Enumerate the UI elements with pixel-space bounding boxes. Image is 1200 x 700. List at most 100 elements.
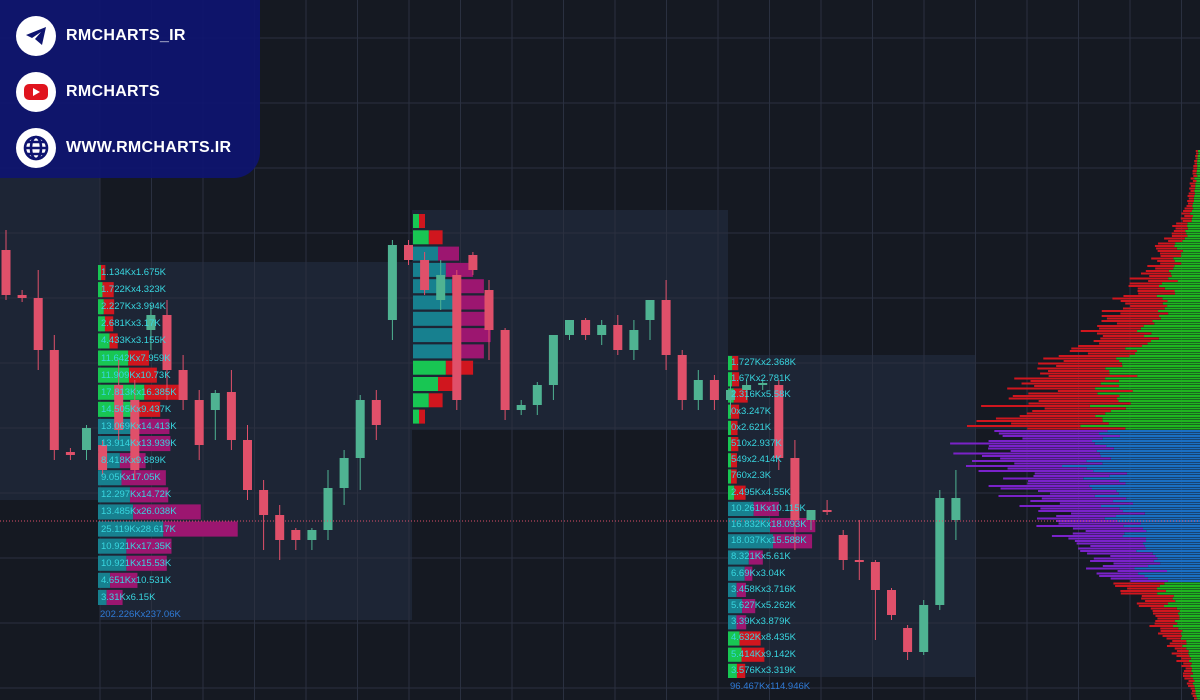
candle-bearish (178, 370, 188, 400)
profile-bar-buy (1193, 677, 1200, 680)
profile-bar-buy (1152, 552, 1200, 555)
footprint-bid-bar (728, 599, 743, 614)
profile-bar-sell (1120, 592, 1158, 595)
profile-bar-sell (1137, 290, 1175, 292)
footprint-ask-bar (753, 501, 779, 516)
profile-bar-buy (1196, 180, 1200, 182)
profile-bar-sell (978, 470, 1094, 472)
profile-bar-sell (1141, 595, 1174, 597)
footprint-bid-bar (98, 265, 101, 281)
website-link[interactable]: WWW.RMCHARTS.IR (16, 128, 231, 168)
profile-bar-sell (1063, 360, 1120, 362)
candle-bullish (516, 405, 526, 410)
footprint-bid-bar (98, 316, 105, 332)
profile-bar-buy (1151, 332, 1200, 335)
profile-bar-buy (1122, 535, 1200, 537)
footprint-bid-bar (98, 555, 127, 571)
profile-bar-sell (1120, 300, 1168, 302)
profile-bar-buy (1167, 305, 1200, 307)
profile-bar-buy (1119, 435, 1200, 437)
footprint-row-label: 2.316Kx5.58K (731, 389, 791, 401)
profile-bar-sell (1173, 230, 1186, 232)
youtube-link[interactable]: RMCHARTS (16, 72, 160, 112)
profile-bar-buy (1186, 640, 1200, 642)
profile-bar-sell (1101, 310, 1159, 312)
footprint-bid-bar (98, 367, 129, 383)
footprint-bid-bar (413, 328, 456, 343)
profile-bar-sell (1057, 390, 1133, 392)
profile-bar-buy (1187, 227, 1200, 230)
profile-bar-buy (1106, 445, 1200, 447)
footprint-row-label: 8.418Kx9.889K (101, 455, 166, 467)
profile-bar-buy (1143, 542, 1200, 545)
footprint-ask-bar (126, 538, 172, 554)
footprint-bid-bar (728, 404, 731, 419)
profile-bar-buy (1196, 162, 1200, 165)
profile-bar-sell (1080, 330, 1138, 332)
profile-bar-sell (1147, 265, 1175, 267)
footprint-row-label: 2.681Kx3.17K (101, 318, 161, 330)
footprint-ask-bar (419, 214, 425, 228)
profile-bar-sell (1080, 550, 1137, 552)
profile-bar-sell (1154, 622, 1178, 625)
profile-bar-sell (1171, 232, 1187, 235)
profile-bar-buy (1197, 155, 1200, 157)
profile-bar-sell (1138, 292, 1176, 295)
footprint-ask-bar (101, 265, 106, 281)
candle-bearish (194, 400, 204, 445)
profile-bar-sell (1183, 662, 1192, 665)
footprint-row-label: 1.134Kx1.675K (101, 267, 166, 278)
profile-bar-buy (1190, 657, 1200, 660)
profile-bar-sell (1176, 650, 1189, 652)
profile-bar-sell (1071, 512, 1145, 515)
profile-bar-sell (995, 417, 1103, 420)
profile-bar-buy (1122, 510, 1200, 512)
profile-bar-buy (1086, 467, 1200, 470)
candle-bearish (887, 590, 896, 615)
profile-bar-buy (1095, 387, 1200, 390)
profile-bar-sell (1159, 252, 1182, 255)
candle-bullish (758, 383, 768, 385)
footprint-row-label: 13.914Kx13.939K (101, 438, 177, 449)
profile-bar-buy (1194, 680, 1200, 682)
footprint-bid-bar (413, 246, 438, 261)
candle-bearish (581, 320, 591, 335)
profile-bar-buy (1174, 290, 1200, 292)
footprint-row-label: 25.119Kx28.617K (101, 523, 176, 535)
profile-bar-buy (1153, 560, 1200, 562)
profile-bar-buy (1181, 252, 1200, 255)
profile-bar-sell (1058, 522, 1141, 525)
footprint-total-label: 96.467Kx114.946K (730, 681, 811, 692)
telegram-link[interactable]: RMCHARTS_IR (16, 16, 186, 56)
profile-bar-sell (1059, 502, 1134, 505)
profile-bar-sell (1176, 222, 1188, 225)
profile-bar-buy (1130, 402, 1200, 405)
profile-bar-buy (1093, 470, 1200, 472)
profile-bar-buy (1175, 242, 1200, 245)
profile-bar-buy (1160, 562, 1200, 565)
profile-bar-buy (1158, 315, 1200, 317)
profile-bar-sell (1058, 355, 1130, 357)
candle-bearish (870, 562, 880, 590)
profile-bar-buy (1100, 455, 1200, 457)
profile-bar-sell (1193, 165, 1198, 167)
profile-bar-buy (1132, 390, 1200, 392)
profile-bar-buy (1144, 335, 1200, 337)
profile-bar-sell (1113, 562, 1161, 565)
profile-bar-buy (1124, 532, 1200, 535)
footprint-ask-bar (110, 572, 138, 588)
profile-bar-buy (1164, 287, 1200, 290)
footprint-bid-bar (413, 311, 457, 326)
profile-bar-sell (1181, 212, 1191, 215)
footprint-ask-bar (129, 487, 169, 503)
profile-bar-sell (1003, 477, 1084, 480)
profile-bar-sell (1048, 375, 1138, 377)
profile-bar-buy (1172, 597, 1200, 600)
profile-bar-sell (976, 420, 1103, 422)
profile-bar-sell (1037, 490, 1117, 492)
footprint-row-label: 13.485Kx26.038K (101, 506, 177, 518)
profile-bar-sell (1113, 582, 1165, 585)
profile-bar-sell (1155, 267, 1174, 270)
